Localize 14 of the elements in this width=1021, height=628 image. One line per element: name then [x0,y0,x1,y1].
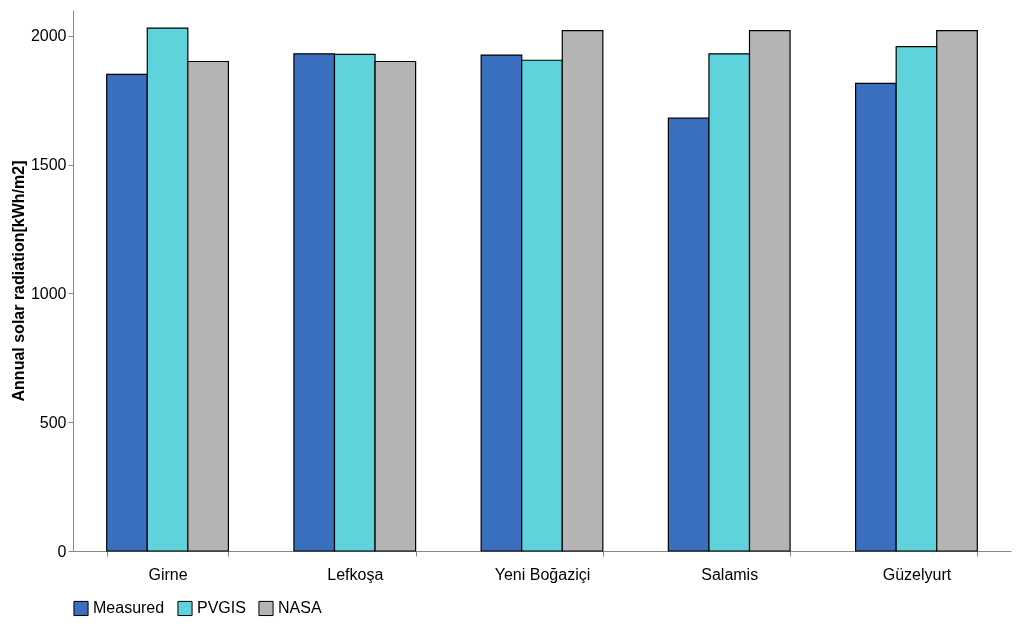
legend-label: PVGIS [197,599,246,617]
y-axis-title: Annual solar radiation[kWh/m2] [9,160,27,402]
y-tick-label: 0 [57,542,67,560]
y-tick-label: 500 [39,413,67,431]
x-tick-label: Salamis [701,565,759,583]
x-tick-label: Girne [148,565,188,583]
x-tick-label: Güzelyurt [882,565,952,583]
y-tick-label: 2000 [30,27,67,45]
y-tick-label: 1500 [30,156,67,174]
y-tick-label: 1000 [30,284,67,302]
legend-label: Measured [93,599,165,617]
x-tick-label: Yeni Boğaziçi [494,565,591,583]
legend-label: NASA [278,599,322,617]
x-tick-label: Lefkoşa [327,565,384,583]
